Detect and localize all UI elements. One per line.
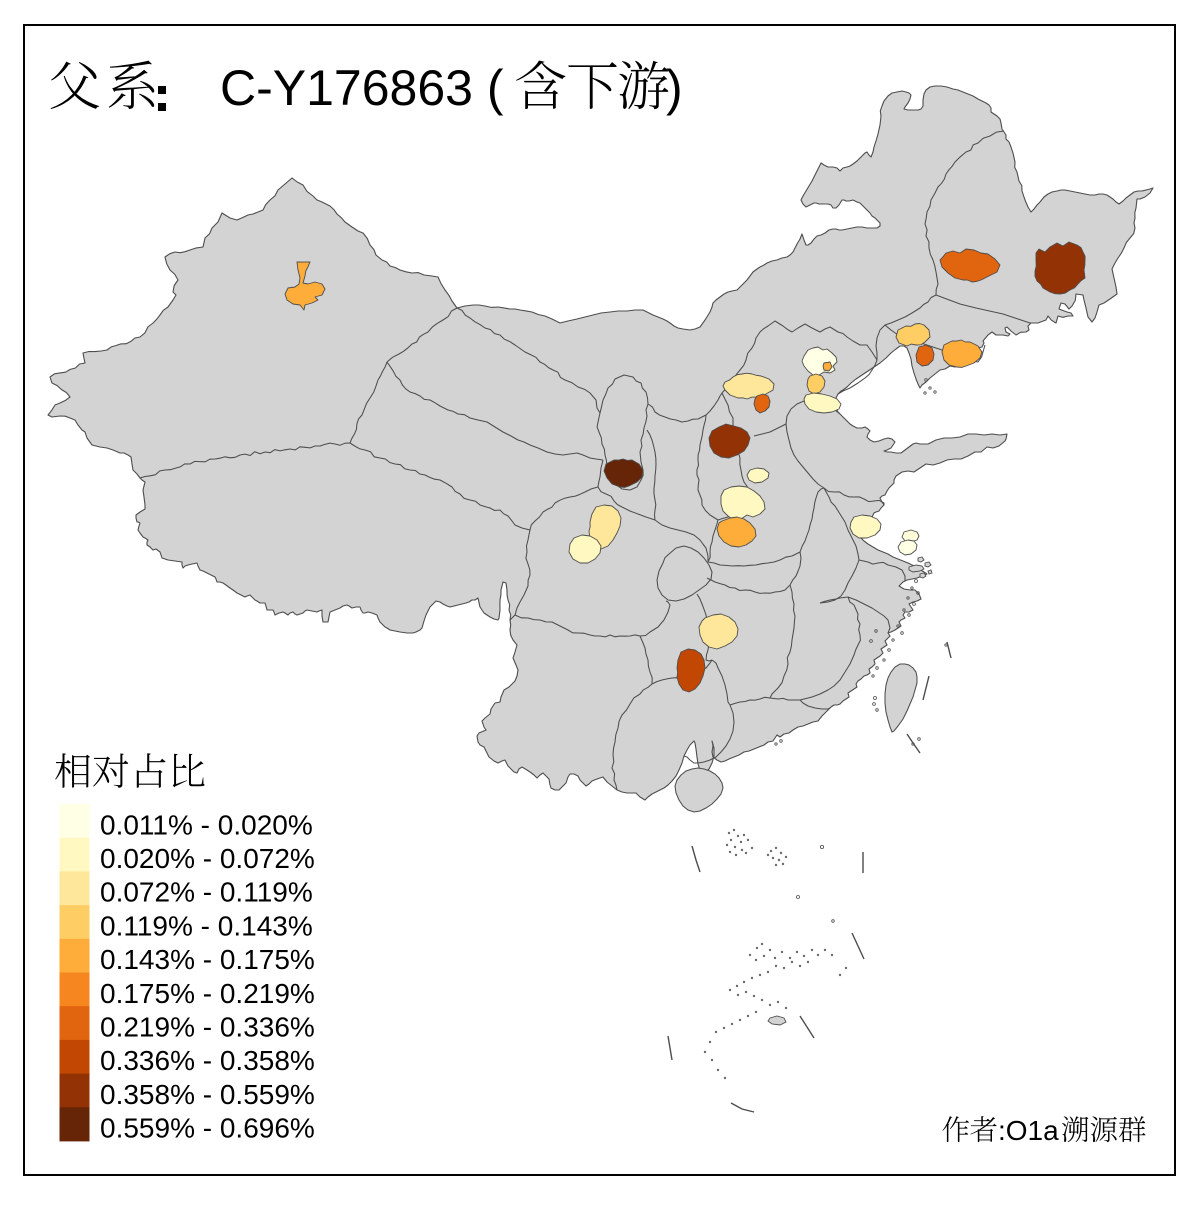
svg-text::O1a: :O1a	[998, 1115, 1059, 1146]
svg-text:): )	[666, 60, 683, 116]
svg-text:0.336% - 0.358%: 0.336% - 0.358%	[100, 1045, 315, 1076]
svg-text:0.219% - 0.336%: 0.219% - 0.336%	[100, 1012, 315, 1043]
svg-text:0.020% - 0.072%: 0.020% - 0.072%	[100, 843, 315, 874]
svg-text:0.175% - 0.219%: 0.175% - 0.219%	[100, 978, 315, 1009]
svg-text:0.011% - 0.020%: 0.011% - 0.020%	[100, 809, 313, 840]
svg-text:0.072% - 0.119%: 0.072% - 0.119%	[100, 877, 313, 908]
svg-text:0.119% - 0.143%: 0.119% - 0.143%	[100, 910, 313, 941]
svg-text:0.559% - 0.696%: 0.559% - 0.696%	[100, 1113, 315, 1144]
svg-text:0.143% - 0.175%: 0.143% - 0.175%	[100, 944, 315, 975]
svg-text:C-Y176863 (: C-Y176863 (	[220, 60, 504, 116]
svg-text:0.358% - 0.559%: 0.358% - 0.559%	[100, 1079, 315, 1110]
